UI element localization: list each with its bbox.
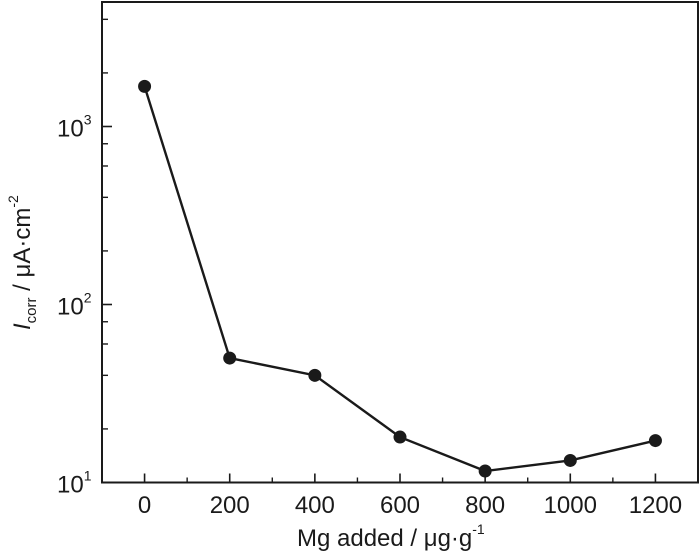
x-tick-label: 0 [138, 492, 151, 519]
y-axis-title: Icorr / μA·cm-2 [5, 195, 40, 330]
data-point [478, 464, 492, 478]
x-tick-label: 1200 [629, 492, 682, 519]
y-axis-ticks [102, 18, 112, 484]
x-axis-tick-labels: 0 200 400 600 800 1000 1200 [138, 492, 682, 519]
x-tick-label: 400 [295, 492, 335, 519]
data-line [143, 86, 656, 473]
data-markers [138, 79, 662, 478]
data-point [308, 368, 322, 382]
plot-frame [101, 1, 699, 484]
x-tick-label: 800 [465, 492, 505, 519]
y-tick-label: 101 [57, 468, 92, 499]
y-tick-label: 103 [57, 112, 92, 143]
x-tick-label: 200 [210, 492, 250, 519]
data-point [563, 453, 577, 467]
data-point [223, 351, 237, 365]
data-point [138, 79, 152, 93]
x-tick-label: 600 [380, 492, 420, 519]
y-tick-label: 102 [57, 290, 92, 321]
data-point [648, 434, 662, 448]
svg-text:Icorr / μA·cm-2: Icorr / μA·cm-2 [5, 195, 40, 330]
data-point [393, 430, 407, 444]
y-axis-tick-labels: 101 102 103 [57, 112, 92, 499]
x-axis-title: Mg added / μg·g-1 [297, 521, 485, 552]
x-tick-label: 1000 [544, 492, 597, 519]
x-axis-ticks [143, 473, 657, 483]
